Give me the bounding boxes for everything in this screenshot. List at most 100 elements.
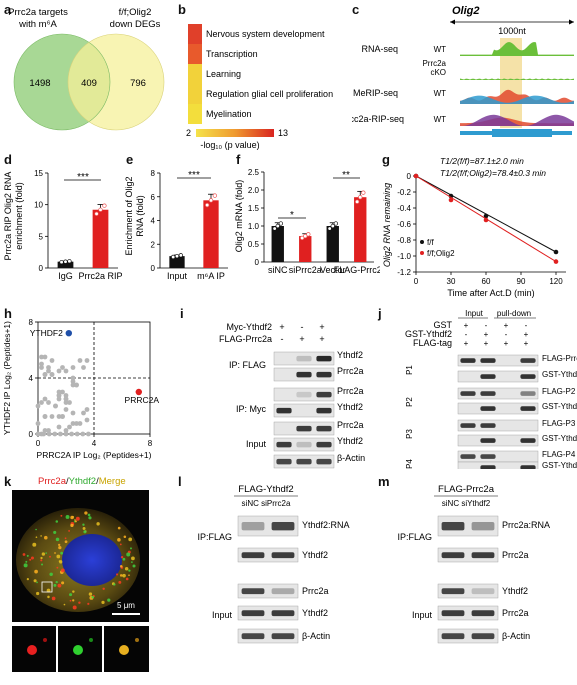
band: [296, 355, 312, 362]
svg-text:P1: P1: [405, 365, 414, 375]
i-ip2: IP: Myc: [236, 404, 267, 414]
svg-text:-: -: [525, 321, 528, 330]
band: [480, 438, 496, 443]
band: [480, 391, 496, 396]
h-point: [39, 361, 44, 367]
track-rip-wt: WT: [434, 115, 447, 124]
panel-b-label: b: [178, 2, 186, 17]
nucleus: [62, 534, 122, 586]
svg-text:P4: P4: [405, 459, 414, 469]
h-point: [60, 414, 65, 419]
band: [276, 458, 292, 465]
svg-text:Prrc2a: Prrc2a: [422, 59, 446, 68]
go-scale-label: -log₁₀ (p value): [200, 140, 259, 150]
svg-text:FLAG-P3: FLAG-P3: [542, 419, 576, 428]
band: [471, 522, 495, 531]
h-point: [35, 421, 41, 426]
svg-text:FLAG-tag: FLAG-tag: [413, 338, 452, 348]
g-xtick-3: 90: [517, 277, 526, 286]
band: [520, 391, 536, 396]
band: [480, 406, 496, 411]
svg-text:Ythdf2: Ythdf2: [502, 586, 528, 596]
blot-l: FLAG-Ythdf2 siNC siPrrc2a IP:FLAG Input …: [197, 484, 350, 644]
svg-text:+: +: [524, 330, 529, 339]
track-rna-wt: WT: [434, 45, 447, 54]
band: [480, 358, 496, 363]
h-point: [39, 365, 44, 370]
bar-0: [271, 226, 284, 262]
g-xlabel: Time after Act.D (min): [447, 288, 534, 298]
band: [460, 454, 476, 459]
ytick-3: 1.5: [248, 204, 260, 213]
g-ytick-5: -1.0: [397, 252, 411, 261]
h-point: [56, 393, 62, 398]
ytick-2: 4: [151, 217, 156, 226]
ytick-0: 0: [39, 264, 44, 273]
h-point: [86, 431, 91, 437]
xlabel-1: Prrc2a RIP: [78, 271, 122, 281]
panel-c-label: c: [352, 2, 360, 17]
point-0-0: [59, 259, 64, 265]
go-term-1: Nervous system development: [206, 29, 325, 39]
svg-text:+: +: [484, 330, 489, 339]
svg-text:-: -: [301, 322, 304, 332]
track-merip-wt: WT: [434, 89, 447, 98]
band: [271, 522, 295, 531]
h-point: [46, 431, 52, 437]
svg-text:FLAG-Ythdf2: FLAG-Ythdf2: [238, 484, 293, 495]
h-ytick-0: 0: [29, 430, 34, 439]
go-term-4: Regulation glial cell proliferation: [206, 89, 333, 99]
h-point: [60, 389, 65, 395]
band: [471, 552, 495, 559]
panel-j-label: j: [378, 306, 382, 321]
g-ytick-2: -0.4: [397, 204, 411, 213]
point-3-1: [358, 195, 363, 200]
h-point: [63, 407, 69, 412]
svg-text:Input: Input: [212, 610, 233, 620]
svg-text:+: +: [484, 339, 489, 348]
h-point: [63, 428, 69, 433]
i-row1-label: Myc-Ythdf2: [226, 322, 272, 332]
h-point: [63, 393, 69, 398]
h-point-ythdf2: [65, 330, 73, 337]
band: [296, 425, 312, 432]
band: [296, 391, 312, 398]
h-point-prrc2a: [135, 388, 142, 396]
venn-diagram: Prrc2a targets with m⁶A f/f;Olig2 down D…: [8, 7, 165, 131]
h-point: [69, 431, 74, 437]
e-ylabel-2: RNA (fold): [135, 195, 145, 237]
h-point: [56, 414, 62, 419]
point-1-2: [306, 232, 311, 237]
chart-e: 0 2 4 6 8 Input m⁶A IP Enrichment of Olig2 RNA (…: [124, 169, 228, 281]
panel-i-label: i: [180, 306, 184, 321]
chart-d: 0 5 10 15 IgG Prrc2a RIP Prrc2a RIP Olig2 RNA e…: [3, 169, 123, 281]
band: [480, 374, 496, 379]
g-point-0-3: [553, 249, 559, 255]
h-point: [56, 389, 62, 395]
g-ytick-4: -0.8: [397, 236, 411, 245]
venn-left-title-2: with m⁶A: [18, 19, 57, 30]
h-point: [74, 421, 79, 426]
h-point: [70, 382, 76, 388]
chart-g: 0-0.2-0.4-0.6-0.8-1.0-1.20 30 60 90 120Olig2…: [382, 156, 566, 298]
g-ytick-0: 0: [407, 172, 412, 181]
svg-text:FLAG-P4: FLAG-P4: [542, 450, 576, 459]
h-point: [56, 396, 62, 402]
h-point: [42, 372, 48, 377]
h-xtick-1: 4: [92, 439, 97, 448]
svg-text:GST-Ythdf2: GST-Ythdf2: [542, 461, 577, 469]
g-point-0-2: [483, 213, 489, 219]
h-point: [35, 403, 41, 409]
svg-text:+: +: [524, 339, 529, 348]
f-sig1: *: [290, 210, 294, 221]
band: [316, 391, 332, 398]
band: [441, 522, 465, 531]
g-xtick-2: 60: [482, 277, 491, 286]
svg-text:Prrc2a: Prrc2a: [502, 550, 529, 560]
h-point: [42, 354, 48, 360]
h-point: [49, 358, 55, 363]
peak-highlight: [500, 38, 522, 128]
g-point-1-1: [448, 197, 454, 203]
ytick-3: 15: [34, 169, 43, 178]
venn-overlap-count: 409: [81, 78, 97, 89]
